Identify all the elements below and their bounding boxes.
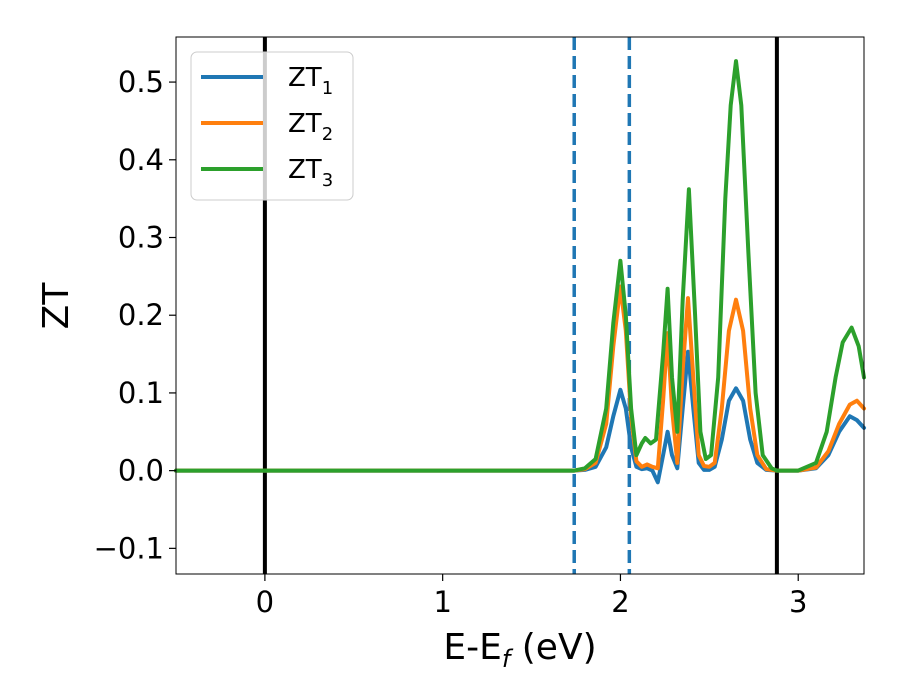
x-tick-label: 3 bbox=[789, 585, 807, 619]
legend: ZT1 ZT2 ZT3 bbox=[190, 51, 354, 201]
series-lines bbox=[174, 59, 866, 485]
y-tick-label: 0.3 bbox=[118, 221, 164, 255]
y-tick-label: 0.0 bbox=[118, 454, 164, 488]
y-tick-label: −0.1 bbox=[94, 531, 164, 565]
legend-label-zt1: ZT1 bbox=[288, 63, 333, 99]
x-axis: 0 1 2 3 bbox=[256, 574, 807, 619]
plot-frame bbox=[175, 36, 865, 575]
x-tick-label: 2 bbox=[611, 585, 629, 619]
x-axis-label: E-Ef (eV) bbox=[443, 627, 596, 673]
y-tick-label: 0.4 bbox=[118, 143, 164, 177]
y-tick-label: 0.2 bbox=[118, 298, 164, 332]
x-tick-label: 0 bbox=[256, 585, 274, 619]
y-tick-label: 0.5 bbox=[118, 65, 164, 99]
legend-box bbox=[190, 51, 354, 201]
x-tick-label: 1 bbox=[433, 585, 451, 619]
legend-label-zt3: ZT3 bbox=[288, 155, 333, 191]
series-line-zt3 bbox=[174, 59, 866, 473]
legend-label-zt2: ZT2 bbox=[288, 109, 333, 145]
y-tick-label: 0.1 bbox=[118, 376, 164, 410]
y-axis: −0.1 0.0 0.1 0.2 0.3 0.4 0.5 bbox=[94, 65, 176, 565]
y-axis-label: ZT bbox=[36, 282, 77, 330]
